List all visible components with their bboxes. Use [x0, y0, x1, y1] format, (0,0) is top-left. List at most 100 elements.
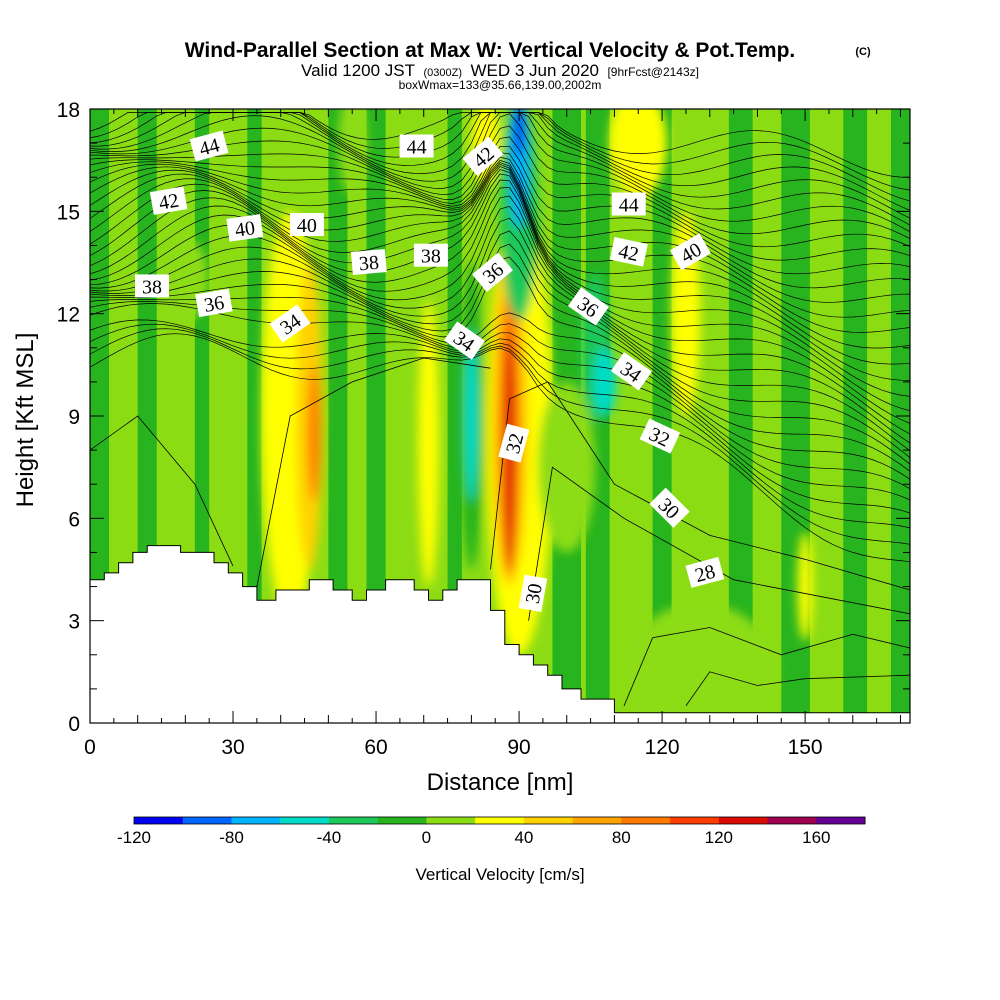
- contour-label: 40: [289, 213, 324, 237]
- theta-contour: [90, 217, 910, 452]
- colorbar-tick-label: 0: [422, 828, 431, 847]
- contour-label: 40: [226, 214, 264, 242]
- contour-label: 38: [135, 274, 169, 298]
- contour-label-box: [269, 304, 311, 343]
- y-tick-label: 6: [68, 508, 80, 531]
- colorbar-swatch: [718, 817, 768, 824]
- x-tick-label: 30: [221, 736, 244, 759]
- velocity-cell: [337, 109, 367, 195]
- velocity-cell: [514, 109, 524, 157]
- velocity-cell: [593, 347, 617, 416]
- theta-contour: [90, 125, 910, 248]
- contour-label-text: 42: [616, 240, 640, 266]
- y-tick-label: 0: [68, 713, 80, 736]
- contour-label-text: 38: [142, 276, 162, 298]
- velocity-band: [652, 109, 672, 723]
- contour-label-text: 40: [297, 215, 317, 237]
- theta-contour: [90, 112, 910, 178]
- contour-label: 38: [350, 249, 387, 275]
- theta-contour: [90, 303, 910, 501]
- theta-contour: [90, 162, 910, 333]
- terrain: [90, 545, 910, 723]
- velocity-cell: [307, 364, 321, 502]
- x-tick-label: 0: [84, 736, 96, 759]
- colorbar-tick-label: 40: [514, 828, 533, 847]
- contour-label: 28: [685, 556, 725, 588]
- theta-contours: [90, 112, 910, 707]
- contour-label-box: [195, 288, 233, 318]
- theta-contour: [90, 323, 910, 529]
- chart-title: Wind-Parallel Section at Max W: Vertical…: [185, 39, 796, 62]
- velocity-band: [328, 109, 348, 723]
- velocity-band: [247, 109, 262, 723]
- velocity-band: [843, 109, 868, 723]
- theta-contour: [90, 187, 910, 424]
- x-tick-label: 60: [364, 736, 387, 759]
- contour-label: 44: [611, 192, 646, 217]
- y-tick-label: 12: [57, 304, 80, 327]
- y-tick-label: 15: [57, 201, 80, 224]
- theta-contour: [90, 205, 910, 444]
- colorbar-swatch: [572, 817, 622, 824]
- theta-contour: [490, 381, 910, 591]
- colorbar-swatch: [328, 817, 379, 824]
- theta-contour: [90, 166, 910, 365]
- contour-label: 38: [413, 243, 448, 268]
- theta-contour: [90, 328, 910, 545]
- contour-label-box: [649, 487, 690, 528]
- theta-contour: [528, 466, 910, 621]
- velocity-cell: [623, 603, 777, 723]
- contour-label-box: [639, 418, 681, 454]
- contour-label-box: [610, 352, 652, 391]
- contour-label-box: [567, 287, 610, 326]
- contour-label-text: 44: [407, 137, 427, 159]
- contour-label-box: [350, 249, 387, 275]
- theta-contour: [623, 627, 910, 707]
- colorbar-swatch: [523, 817, 574, 824]
- contour-label: 36: [195, 288, 233, 318]
- colorbar-tick-label: -120: [117, 828, 151, 847]
- x-tick-label: 120: [645, 736, 680, 759]
- colorbar-frame: [133, 816, 866, 825]
- colorbar-swatch: [182, 817, 232, 824]
- velocity-band: [447, 109, 462, 723]
- theta-contour: [90, 173, 910, 397]
- forecast-info: [9hrFcst@2143z]: [607, 65, 699, 79]
- colorbar-swatch: [280, 817, 330, 824]
- velocity-cell: [538, 381, 596, 553]
- contour-label: 44: [189, 130, 229, 162]
- y-tick-label: 3: [68, 611, 80, 634]
- y-tick-label: 9: [68, 406, 80, 429]
- box-wmax-info: boxWmax=133@35.66,139.00,2002m: [399, 78, 602, 92]
- colorbar: -120 -80 -40 0 40 80 120 160: [117, 816, 866, 847]
- contour-label-text: 44: [619, 195, 639, 217]
- x-tick-label: 150: [788, 736, 823, 759]
- contour-label-box: [399, 134, 434, 158]
- contour-label-box: [609, 237, 648, 267]
- colorbar-swatch: [767, 817, 817, 824]
- contour-label: 30: [518, 574, 548, 613]
- copyright-mark: (C): [855, 46, 871, 58]
- contour-label: 44: [399, 134, 434, 159]
- theta-contour: [90, 136, 910, 261]
- contour-label-box: [135, 274, 169, 298]
- contour-label-text: 40: [234, 217, 257, 242]
- valid-time-line: Valid 1200 JST (0300Z) WED 3 Jun 2020 [9…: [301, 61, 699, 80]
- valid-prefix: Valid 1200 JST: [301, 61, 415, 80]
- contour-label-box: [498, 423, 530, 463]
- colorbar-swatch: [816, 817, 866, 824]
- theta-contour: [685, 671, 910, 707]
- contour-label-text: 38: [421, 246, 441, 268]
- theta-contour: [90, 159, 910, 318]
- y-tick-label: 18: [57, 99, 80, 122]
- contour-label-text: 30: [522, 582, 547, 606]
- contour-label-box: [189, 130, 229, 162]
- colorbar-tick-label: -80: [219, 828, 244, 847]
- contour-label-text: 36: [202, 292, 226, 317]
- theta-contour: [90, 333, 910, 563]
- theta-contour: [256, 357, 491, 587]
- theta-contour: [90, 169, 910, 381]
- x-axis-label: Distance [nm]: [427, 769, 574, 796]
